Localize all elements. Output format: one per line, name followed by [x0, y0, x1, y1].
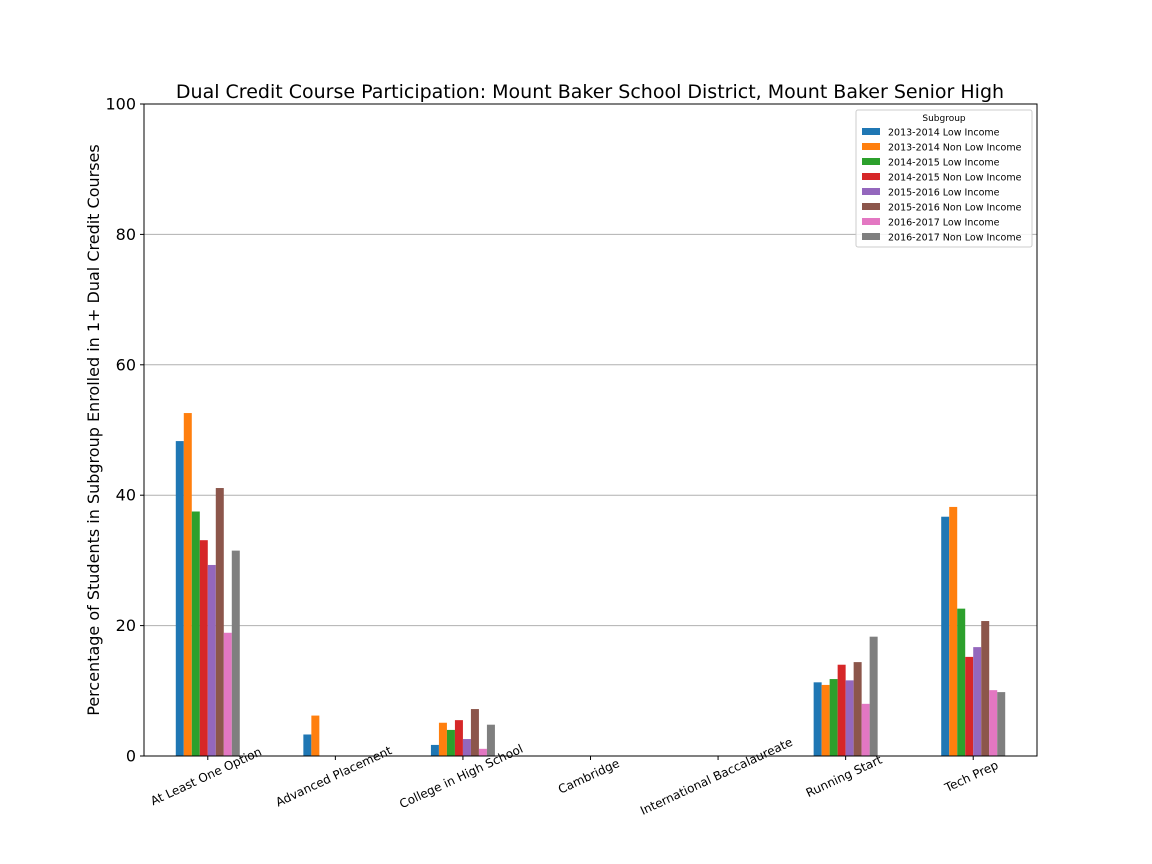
y-tick-label: 100	[105, 95, 136, 114]
legend-entry-label: 2016-2017 Low Income	[888, 218, 1000, 229]
legend-swatch	[862, 203, 880, 210]
bar	[941, 516, 950, 756]
legend-entry-label: 2013-2014 Non Low Income	[888, 143, 1022, 154]
x-tick-label: International Baccalaureate	[638, 735, 795, 818]
y-tick-label: 0	[126, 747, 136, 766]
legend-swatch	[862, 143, 880, 150]
bar	[454, 720, 463, 756]
bars	[175, 413, 1006, 756]
bar	[199, 540, 208, 756]
bar	[223, 632, 232, 756]
bar	[949, 506, 958, 756]
y-tick-label: 20	[116, 616, 136, 635]
y-tick-label: 80	[116, 225, 136, 244]
legend-swatch	[862, 173, 880, 180]
bar	[470, 709, 479, 756]
legend-entry-label: 2015-2016 Low Income	[888, 188, 1000, 199]
bar	[175, 441, 184, 756]
bar	[957, 608, 966, 756]
bar	[829, 679, 838, 756]
legend-swatch	[862, 233, 880, 240]
legend: Subgroup 2013-2014 Low Income 2013-2014 N…	[855, 109, 1033, 248]
bar	[183, 413, 192, 756]
legend-entry-label: 2013-2014 Low Income	[888, 128, 1000, 139]
chart-title: Dual Credit Course Participation: Mount …	[176, 81, 1004, 103]
bar	[430, 744, 439, 756]
legend-entry-label: 2014-2015 Non Low Income	[888, 173, 1022, 184]
legend-entry-label: 2016-2017 Non Low Income	[888, 233, 1022, 244]
bar	[311, 715, 320, 756]
bar	[813, 682, 822, 756]
bar	[861, 703, 870, 756]
bar	[438, 722, 447, 756]
legend-swatch	[862, 188, 880, 195]
bar	[869, 636, 878, 756]
legend-entry-label: 2014-2015 Low Income	[888, 158, 1000, 169]
bar	[478, 748, 487, 756]
x-tick-label: Running Start	[804, 753, 885, 801]
legend-swatch	[862, 218, 880, 225]
bar	[486, 724, 495, 756]
bar	[965, 656, 974, 756]
legend-swatch	[862, 128, 880, 135]
legend-title: Subgroup	[922, 114, 966, 124]
bar	[989, 690, 998, 756]
y-axis-label: Percentage of Students in Subgroup Enrol…	[84, 144, 103, 715]
x-tick-label: Advanced Placement	[273, 743, 394, 809]
y-tick-label: 40	[116, 486, 136, 505]
bar	[837, 664, 846, 756]
bar	[231, 550, 240, 756]
bar	[462, 739, 471, 756]
bar	[446, 729, 455, 756]
bar	[973, 647, 982, 756]
y-tick-label: 60	[116, 355, 136, 374]
bar	[207, 564, 216, 756]
bar	[981, 621, 990, 756]
bar	[821, 684, 830, 756]
gridlines	[144, 233, 1037, 627]
bar	[997, 692, 1006, 756]
x-tick-label: Tech Prep	[942, 758, 1001, 795]
legend-swatch	[862, 158, 880, 165]
bar	[215, 488, 224, 756]
bar	[303, 734, 312, 756]
bar	[845, 680, 854, 756]
bar	[853, 662, 862, 756]
legend-entries: 2013-2014 Low Income 2013-2014 Non Low In…	[862, 128, 1022, 244]
bar	[191, 511, 200, 756]
legend-box	[855, 109, 1033, 248]
x-tick-label: Cambridge	[556, 756, 622, 797]
legend-entry-label: 2015-2016 Non Low Income	[888, 203, 1022, 214]
y-axis-ticks: 0 20 40 60 80 100	[105, 95, 144, 766]
